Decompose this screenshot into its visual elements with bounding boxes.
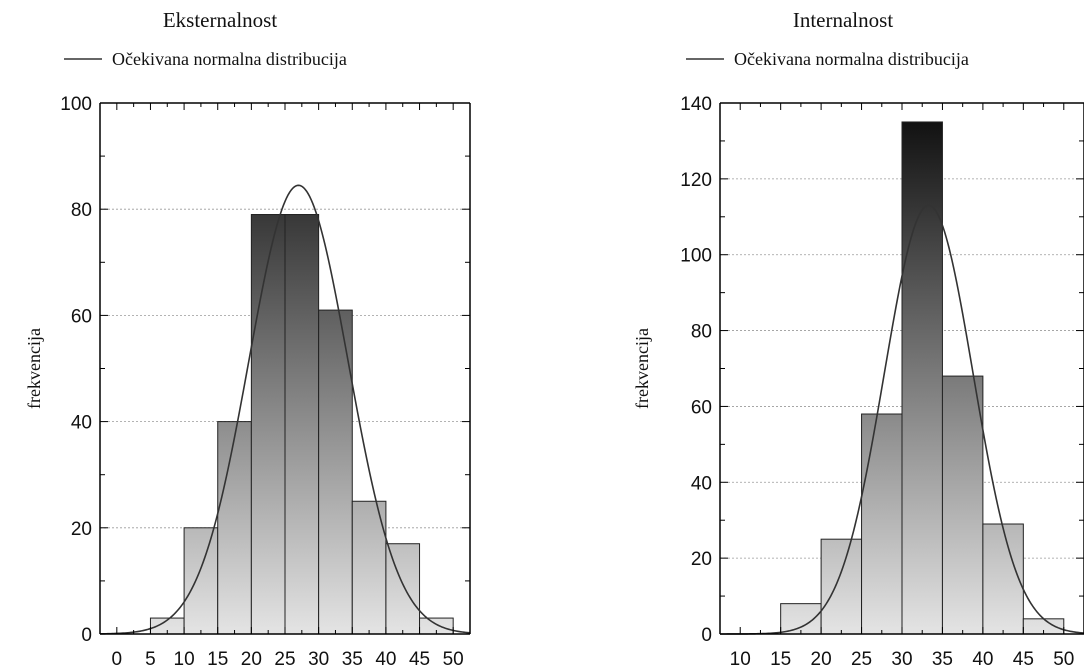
x-tick-label: 5 (145, 649, 156, 670)
y-tick-label: 20 (71, 519, 92, 540)
y-tick-label: 100 (60, 94, 92, 115)
y-tick-label: 20 (691, 549, 712, 570)
normal-distribution-curve (99, 184, 471, 635)
chart-panel-2: Internalnost Očekivana normalna distribuc… (632, 8, 1084, 670)
x-tick-label: 15 (207, 649, 228, 670)
histogram-bar (861, 413, 903, 635)
y-tick-label: 60 (71, 306, 92, 327)
x-tick-label: 20 (811, 649, 832, 670)
histogram-bar (217, 421, 252, 635)
x-tick-label: 0 (112, 649, 123, 670)
legend-label: Očekivana normalna distribucija (112, 49, 347, 69)
x-tick-label: 30 (891, 649, 912, 670)
chart-title: Internalnost (793, 8, 893, 32)
y-tick-label: 0 (81, 625, 92, 646)
y-tick-label: 40 (691, 473, 712, 494)
x-tick-label: 35 (342, 649, 363, 670)
x-tick-label: 10 (174, 649, 195, 670)
histogram-bar (385, 543, 421, 635)
x-tick-label: 25 (274, 649, 295, 670)
y-tick-label: 80 (71, 200, 92, 221)
histogram-bar (250, 214, 286, 635)
x-tick-label: 10 (730, 649, 751, 670)
x-tick-label: 30 (308, 649, 329, 670)
histogram-bar (183, 527, 219, 635)
x-tick-label: 15 (770, 649, 791, 670)
y-tick-label: 40 (71, 413, 92, 434)
y-axis-label: frekvencija (24, 328, 44, 409)
x-tick-label: 50 (1053, 649, 1074, 670)
x-tick-label: 40 (375, 649, 396, 670)
y-tick-label: 120 (680, 170, 712, 191)
y-tick-label: 140 (680, 94, 712, 115)
x-tick-label: 40 (972, 649, 993, 670)
legend-label: Očekivana normalna distribucija (734, 49, 969, 69)
x-tick-label: 45 (409, 649, 430, 670)
x-tick-label: 45 (1013, 649, 1034, 670)
x-tick-label: 25 (851, 649, 872, 670)
y-tick-label: 60 (691, 397, 712, 418)
y-tick-label: 80 (691, 322, 712, 343)
histogram-bar (982, 523, 1024, 635)
x-tick-label: 20 (241, 649, 262, 670)
histogram-bar (901, 121, 943, 635)
histogram-bar (318, 309, 353, 635)
y-tick-label: 100 (680, 246, 712, 267)
chart-panel-1: Eksternalnost Očekivana normalna distribu… (24, 8, 471, 670)
x-tick-label: 35 (932, 649, 953, 670)
y-tick-label: 0 (701, 625, 712, 646)
histogram-bar (284, 214, 320, 635)
histogram-bar (780, 603, 822, 635)
histogram-bar (941, 375, 984, 635)
y-axis-label: frekvencija (632, 328, 652, 409)
chart-title: Eksternalnost (163, 8, 277, 32)
histogram-bar (820, 538, 863, 635)
x-tick-label: 50 (443, 649, 464, 670)
